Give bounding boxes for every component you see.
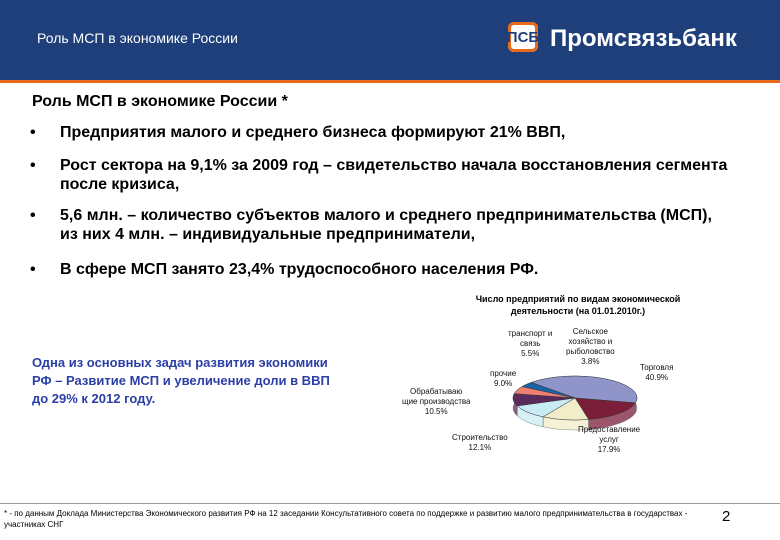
logo-text: Промсвязьбанк bbox=[550, 25, 737, 52]
pie-chart: Число предприятий по видам экономической… bbox=[400, 293, 780, 483]
slice-label-other: прочие 9.0% bbox=[490, 369, 517, 388]
pie-slice bbox=[530, 375, 638, 404]
bullet-item: • В сфере МСП занято 23,4% трудоспособног… bbox=[30, 261, 539, 278]
bullet-item: • Рост сектора на 9,1% за 2009 год – свид… bbox=[30, 157, 728, 193]
slice-label-transport: транспорт и связь 5.5% bbox=[508, 329, 553, 358]
slice-label-agriculture: Сельское хозяйство и рыболовство 3.8% bbox=[566, 327, 615, 366]
bank-logo: ПСБ Промсвязьбанк bbox=[507, 22, 768, 62]
slice-label-trade: Торговля 40.9% bbox=[640, 363, 674, 382]
bullet-dot: • bbox=[30, 207, 36, 224]
bullet-item: • 5,6 млн. – количество субъектов малого … bbox=[30, 207, 712, 243]
slice-label-construction: Строительство 12.1% bbox=[452, 433, 508, 452]
callout-text: Одна из основных задач развития экономик… bbox=[32, 355, 330, 406]
bullet-dot: • bbox=[30, 124, 36, 141]
slice-label-services: Предоставление услуг 17.9% bbox=[578, 425, 641, 454]
header-bar: Роль МСП в экономике России ПСБ Промсвяз… bbox=[0, 0, 780, 83]
header-title: Роль МСП в экономике России bbox=[37, 30, 238, 46]
page-number: 2 bbox=[722, 508, 731, 525]
bullet-item: • Предприятия малого и среднего бизнеса ф… bbox=[30, 124, 566, 141]
pie-svg bbox=[512, 375, 638, 431]
footnote-divider bbox=[0, 503, 780, 504]
slice-label-manufacturing: Обрабатываю щие производства 10.5% bbox=[402, 387, 471, 416]
footnote: * - по данным Доклада Министерства Эконо… bbox=[4, 509, 688, 529]
bullet-dot: • bbox=[30, 157, 36, 174]
bullet-dot: • bbox=[30, 261, 36, 278]
pie-slice bbox=[574, 397, 636, 420]
pie-slice bbox=[521, 382, 576, 399]
slide-subtitle: Роль МСП в экономике России * bbox=[32, 93, 288, 110]
bullet-list: • Предприятия малого и среднего бизнеса ф… bbox=[28, 123, 728, 293]
chart-title: Число предприятий по видам экономической… bbox=[475, 294, 681, 316]
logo-mark-icon: ПСБ bbox=[507, 22, 539, 52]
